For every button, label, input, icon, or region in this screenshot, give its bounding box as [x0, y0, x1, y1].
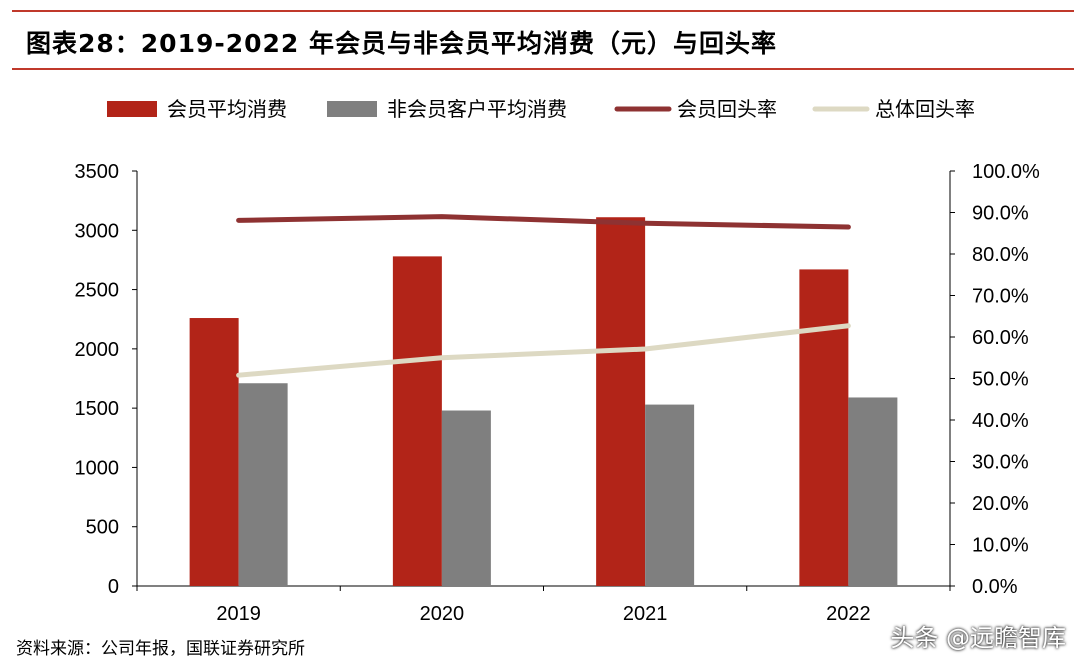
x-tick-label: 2021	[623, 603, 668, 625]
legend-swatch	[107, 101, 157, 117]
right-tick-label: 20.0%	[972, 493, 1029, 515]
left-tick-label: 2000	[75, 339, 120, 361]
legend-label: 非会员客户平均消费	[387, 97, 567, 121]
right-tick-label: 80.0%	[972, 244, 1029, 266]
right-tick-label: 40.0%	[972, 410, 1029, 432]
bar-non-member	[645, 404, 695, 586]
left-tick-label: 3500	[75, 161, 120, 183]
left-tick-label: 1000	[75, 457, 120, 479]
right-tick-label: 30.0%	[972, 452, 1029, 474]
bar-non-member	[238, 383, 288, 586]
legend-label: 总体回头率	[875, 97, 975, 121]
x-tick-label: 2020	[420, 603, 465, 625]
line-member-return-rate	[236, 214, 851, 230]
source-note: 资料来源：公司年报，国联证券研究所	[16, 639, 305, 659]
right-tick-label: 50.0%	[972, 369, 1029, 391]
title-bar: 图表28：2019-2022 年会员与非会员平均消费（元）与回头率	[12, 0, 1074, 70]
title-bottom-rule	[12, 68, 1074, 70]
x-tick-label: 2022	[826, 603, 871, 625]
right-tick-label: 10.0%	[972, 535, 1029, 557]
right-tick-label: 60.0%	[972, 327, 1029, 349]
title-top-rule	[12, 10, 1074, 12]
combo-chart: 0 500 1000 1500 2000 2500 3000 3500 0.0% 10.0% 20.…	[75, 97, 1041, 625]
left-tick-label: 3000	[75, 220, 120, 242]
legend-label: 会员平均消费	[167, 97, 287, 121]
line-total-return-rate	[236, 323, 851, 378]
right-tick-label: 0.0%	[972, 576, 1018, 598]
watermark: 头条 @远瞻智库	[890, 624, 1066, 652]
bar-non-member	[848, 397, 898, 586]
right-tick-label: 70.0%	[972, 286, 1029, 308]
right-tick-label: 100.0%	[972, 161, 1040, 183]
right-tick-label: 90.0%	[972, 203, 1029, 225]
left-tick-label: 500	[86, 517, 119, 539]
left-tick-label: 2500	[75, 280, 120, 302]
bar-member	[596, 217, 646, 586]
bar-member	[799, 269, 849, 586]
x-tick-label: 2019	[216, 603, 261, 625]
bar-member	[189, 318, 239, 586]
chart-title: 图表28：2019-2022 年会员与非会员平均消费（元）与回头率	[26, 29, 778, 58]
legend-label: 会员回头率	[677, 97, 777, 121]
bar-member	[392, 256, 442, 586]
bar-non-member	[441, 410, 491, 586]
left-tick-label: 1500	[75, 398, 120, 420]
legend-swatch	[327, 101, 377, 117]
left-tick-label: 0	[108, 576, 119, 598]
